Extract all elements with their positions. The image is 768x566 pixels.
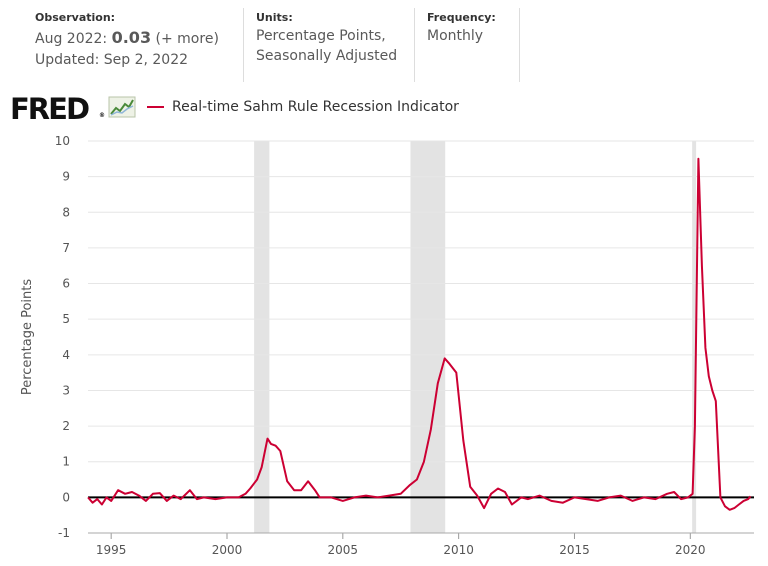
y-tick-label-1: 1 — [62, 455, 70, 469]
x-tick-label-1995: 1995 — [96, 543, 127, 557]
registered-mark: ® — [99, 112, 105, 119]
x-axis-ticks: 1995 2000 2005 2010 2015 2020 — [96, 533, 706, 557]
observation-more-link[interactable]: (+ more) — [155, 31, 219, 47]
fred-logo[interactable]: FRED ® — [10, 92, 105, 126]
x-tick-label-2010: 2010 — [443, 543, 474, 557]
y-tick-label-5: 5 — [62, 312, 70, 326]
y-axis-ticks: -1 0 1 2 3 4 5 6 7 8 9 10 — [55, 134, 70, 540]
observation-value: 0.03 — [111, 28, 152, 47]
y-axis-label: Percentage Points — [20, 279, 35, 396]
frequency-value: Monthly — [427, 28, 484, 44]
y-tick-label-9: 9 — [62, 170, 70, 184]
recession-band-0 — [254, 141, 270, 533]
y-tick-label-2: 2 — [62, 419, 70, 433]
observation-updated: Updated: Sep 2, 2022 — [35, 52, 189, 68]
x-tick-label-2020: 2020 — [675, 543, 706, 557]
y-tick-label--1: -1 — [58, 526, 70, 540]
y-tick-label-7: 7 — [62, 241, 70, 255]
observation-value-line: Aug 2022: 0.03 (+ more) — [35, 28, 219, 47]
x-tick-label-2005: 2005 — [328, 543, 359, 557]
series-line[interactable] — [87, 157, 752, 511]
recession-band-2 — [692, 141, 697, 533]
y-tick-label-3: 3 — [62, 383, 70, 397]
frequency-label: Frequency: — [427, 11, 496, 24]
y-tick-label-10: 10 — [55, 134, 70, 148]
x-tick-label-2000: 2000 — [212, 543, 243, 557]
units-label: Units: — [256, 11, 293, 24]
recession-band-1 — [410, 141, 446, 533]
y-tick-label-4: 4 — [62, 348, 70, 362]
legend-series-name: Real-time Sahm Rule Recession Indicator — [172, 99, 459, 115]
y-tick-label-0: 0 — [62, 490, 70, 504]
observation-block: Observation: Aug 2022: 0.03 (+ more) Upd… — [35, 8, 240, 82]
units-block: Units: Percentage Points, Seasonally Adj… — [243, 8, 426, 82]
fred-graph-icon — [108, 96, 136, 118]
frequency-block: Frequency: Monthly — [414, 8, 520, 82]
fred-logo-text: FRED — [10, 92, 90, 126]
legend-swatch — [147, 106, 164, 108]
y-tick-label-8: 8 — [62, 205, 70, 219]
observation-label: Observation: — [35, 11, 116, 24]
y-tick-label-6: 6 — [62, 277, 70, 291]
chart-legend[interactable]: Real-time Sahm Rule Recession Indicator — [147, 99, 459, 115]
recession-bands — [254, 141, 697, 533]
units-line-2: Seasonally Adjusted — [256, 48, 398, 64]
observation-date: Aug 2022: — [35, 31, 108, 47]
units-line-1: Percentage Points, — [256, 28, 386, 44]
x-tick-label-2015: 2015 — [559, 543, 590, 557]
